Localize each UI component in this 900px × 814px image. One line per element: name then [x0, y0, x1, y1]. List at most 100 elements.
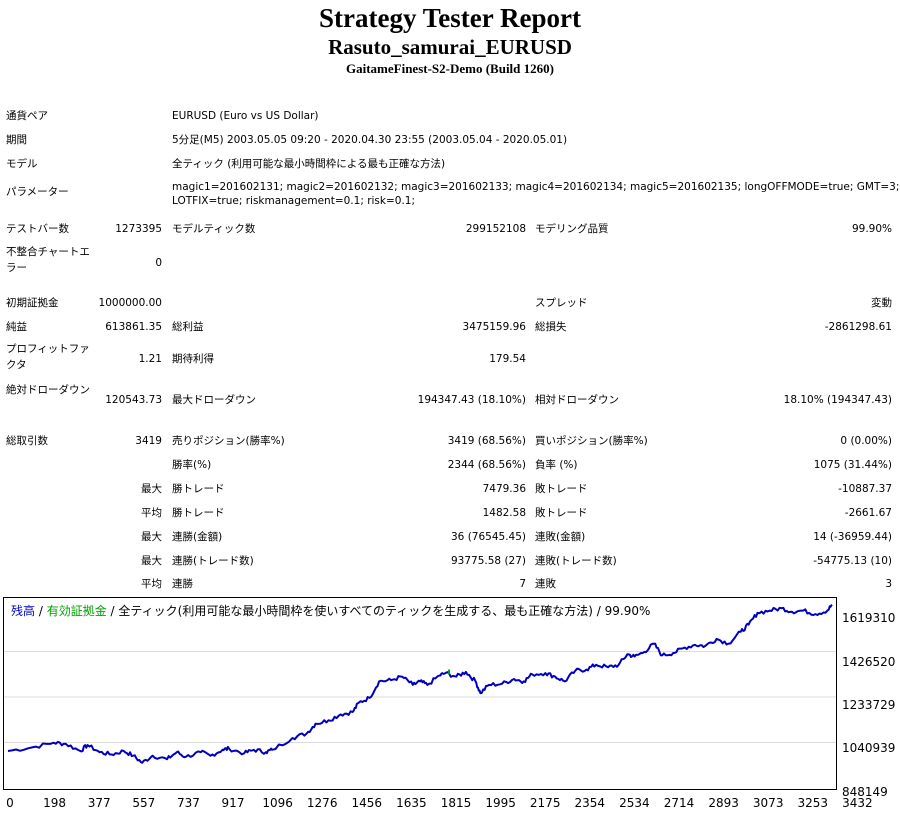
x-tick-label: 198 — [43, 796, 67, 810]
trades-label: 総取引数 — [6, 435, 48, 447]
winrate-value: 2344 (68.56%) — [447, 459, 526, 471]
consec-wins-tr-label: 連勝(トレード数) — [172, 555, 254, 567]
x-tick-label: 2893 — [708, 796, 739, 810]
legend-sep-1: / — [35, 604, 47, 618]
x-tick-label: 1276 — [306, 796, 338, 810]
legend-quality: 99.90% — [604, 604, 651, 618]
consec-wins-tr-value: 93775.58 (27) — [451, 555, 526, 567]
x-tick-label: 3432 — [842, 796, 873, 810]
largest-win-value: 7479.36 — [482, 483, 526, 495]
grossloss-value: -2861298.61 — [824, 321, 892, 333]
y-tick-label: 848149 — [842, 785, 888, 799]
spread-value: 変動 — [871, 297, 892, 309]
legend-mode: 全ティック(利用可能な最小時間枠を使いすべてのティックを生成する、最も正確な方法… — [118, 604, 593, 618]
bars-value: 1273395 — [115, 223, 162, 235]
x-tick-label: 1635 — [396, 796, 427, 810]
balance-chart — [3, 597, 837, 790]
params-line2: LOTFIX=true; riskmanagement=0.1; risk=0.… — [172, 195, 416, 207]
pf-value: 1.21 — [138, 353, 162, 365]
report-title: Strategy Tester Report — [319, 3, 581, 33]
x-tick-label: 0 — [6, 796, 14, 810]
period-value: 5分足(M5) 2003.05.05 09:20 - 2020.04.30 23… — [172, 134, 568, 146]
lossrate-label: 負率 (%) — [535, 459, 578, 471]
model-label: モデル — [6, 158, 38, 170]
period-label: 期間 — [6, 134, 27, 146]
avg-prefix-2: 平均 — [141, 578, 162, 590]
consec-losses-tr-value: -54775.13 (10) — [813, 555, 892, 567]
legend-balance: 残高 — [11, 604, 36, 618]
avg-win-label: 勝トレード — [172, 507, 225, 519]
maxdd-value: 194347.43 (18.10%) — [417, 394, 526, 406]
largest-loss-label: 敗トレード — [535, 483, 588, 495]
avg-loss-label: 敗トレード — [535, 507, 588, 519]
x-tick-label: 737 — [176, 796, 200, 810]
x-tick-label: 1096 — [262, 796, 293, 810]
expert-name: Rasuto_samurai_EURUSD — [328, 35, 572, 59]
consec-losses-amt-value: 14 (-36959.44) — [813, 531, 892, 543]
long-value: 0 (0.00%) — [840, 435, 892, 447]
grossloss-label: 総損失 — [535, 321, 567, 333]
server-build: GaitameFinest-S2-Demo (Build 1260) — [346, 61, 554, 76]
balance-chart-plot — [4, 604, 836, 764]
avg-win-value: 1482.58 — [482, 507, 526, 519]
x-tick-label: 1456 — [351, 796, 383, 810]
lossrate-value: 1075 (31.44%) — [813, 459, 892, 471]
average-prefix: 平均 — [141, 507, 162, 519]
x-tick-label: 377 — [87, 796, 111, 810]
largest-loss-value: -10887.37 — [838, 483, 892, 495]
avg-consec-losses-value: 3 — [885, 578, 892, 590]
netprofit-label: 純益 — [6, 321, 27, 333]
y-tick-label: 1233729 — [842, 698, 896, 712]
max-prefix-1: 最大 — [141, 531, 162, 543]
absdd-value: 120543.73 — [105, 394, 162, 406]
spread-label: スプレッド — [535, 297, 588, 309]
quality-value: 99.90% — [851, 223, 892, 235]
x-tick-label: 2534 — [619, 796, 650, 810]
grossprofit-label: 総利益 — [172, 321, 204, 333]
consec-losses-amt-label: 連敗(金額) — [535, 531, 586, 543]
pair-value: EURUSD (Euro vs US Dollar) — [172, 110, 319, 122]
consec-wins-amt-value: 36 (76545.45) — [451, 531, 526, 543]
x-tick-label: 3253 — [797, 796, 829, 810]
winrate-label: 勝率(%) — [172, 459, 212, 471]
pair-label: 通貨ペア — [6, 110, 48, 122]
largest-win-label: 勝トレード — [172, 483, 225, 495]
balance-line — [7, 604, 833, 764]
mismatch-value: 0 — [155, 257, 162, 269]
x-tick-label: 3073 — [752, 796, 784, 810]
quality-label: モデリング品質 — [535, 223, 609, 235]
ticks-value: 299152108 — [465, 223, 526, 235]
avg-consec-losses-label: 連敗 — [535, 578, 556, 590]
deposit-label: 初期証拠金 — [6, 297, 59, 309]
y-tick-label: 1426520 — [842, 655, 896, 669]
consec-losses-tr-label: 連敗(トレード数) — [535, 555, 617, 567]
expected-value: 179.54 — [489, 353, 526, 365]
absdd-label: 絶対ドローダウン — [6, 384, 90, 396]
x-tick-label: 917 — [221, 796, 245, 810]
params-line1: magic1=201602131; magic2=201602132; magi… — [172, 181, 900, 193]
reldd-value: 18.10% (194347.43) — [783, 394, 892, 406]
avg-loss-value: -2661.67 — [844, 507, 892, 519]
model-value: 全ティック (利用可能な最小時間枠による最も正確な方法) — [172, 158, 446, 170]
pf-label: プロフィットファクタ — [6, 343, 90, 371]
netprofit-value: 613861.35 — [105, 321, 162, 333]
expected-label: 期待利得 — [172, 353, 214, 365]
x-tick-label: 1995 — [485, 796, 516, 810]
x-tick-label: 2175 — [529, 796, 561, 810]
short-value: 3419 (68.56%) — [447, 435, 526, 447]
avg-consec-wins-label: 連勝 — [172, 578, 193, 590]
deposit-value: 1000000.00 — [98, 297, 162, 309]
reldd-label: 相対ドローダウン — [535, 394, 619, 406]
trades-value: 3419 — [135, 435, 162, 447]
x-tick-label: 2354 — [574, 796, 606, 810]
y-tick-label: 1040939 — [842, 741, 896, 755]
bars-label: テストバー数 — [6, 223, 69, 235]
max-prefix-2: 最大 — [141, 555, 162, 567]
consec-wins-amt-label: 連勝(金額) — [172, 531, 223, 543]
legend-equity: 有効証拠金 — [46, 604, 107, 618]
mismatch-label: 不整合チャートエラー — [6, 246, 90, 274]
long-label: 買いポジション(勝率%) — [535, 435, 648, 447]
legend-sep-3: / — [592, 604, 605, 618]
legend-sep-2: / — [106, 604, 119, 618]
x-tick-label: 557 — [132, 796, 156, 810]
